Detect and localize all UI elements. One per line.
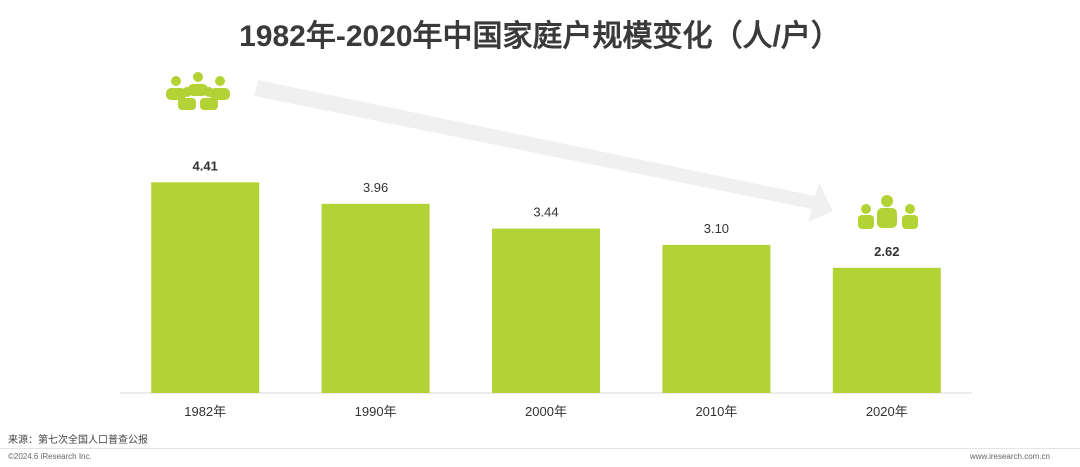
website: www.iresearch.com.cn [969,452,1050,461]
value-label-3: 3.10 [704,221,729,236]
x-tick-label-3: 2010年 [695,404,737,419]
x-tick-label-4: 2020年 [866,404,908,419]
value-label-2: 3.44 [533,205,558,220]
trend-arrow-icon [254,80,833,222]
chart-title: 1982年-2020年中国家庭户规模变化（人/户） [239,19,841,53]
bar-2 [492,228,600,393]
small-family-icon [858,195,918,229]
value-label-4: 2.62 [874,244,899,259]
x-tick-label-1: 1990年 [355,404,397,419]
bar-3 [662,244,771,393]
bar-1 [321,203,430,393]
value-label-0: 4.41 [193,158,218,173]
family-group-icon [166,72,230,110]
bar-0 [151,182,260,393]
copyright: ©2024.6 iResearch Inc. [8,452,92,461]
bar-4 [832,267,941,393]
value-label-1: 3.96 [363,180,388,195]
footer-divider [0,448,1080,449]
source-note: 来源：第七次全国人口普查公报 [8,435,148,446]
x-tick-label-2: 2000年 [525,404,567,419]
x-tick-label-0: 1982年 [184,404,226,419]
